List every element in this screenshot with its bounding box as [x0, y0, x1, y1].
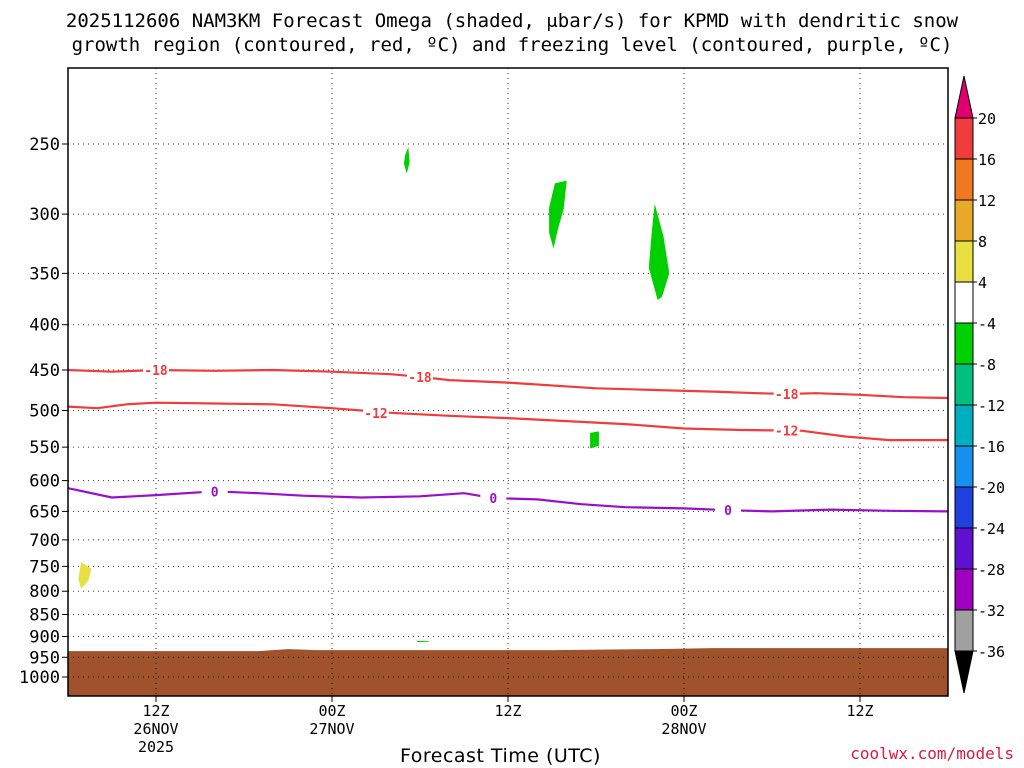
y-tick-label: 550 — [29, 438, 60, 458]
y-tick-label: 650 — [29, 502, 60, 522]
colorbar-swatch — [954, 117, 974, 160]
colorbar-label: -12 — [978, 397, 1005, 415]
x-tick-label: 12Z — [142, 702, 169, 720]
colorbar-swatch — [954, 527, 974, 570]
x-tick-date-label: 27NOV — [309, 720, 354, 738]
colorbar-label: -28 — [978, 561, 1005, 579]
x-axis-label: Forecast Time (UTC) — [400, 745, 601, 767]
y-tick-label: 400 — [29, 316, 60, 336]
colorbar-label: -36 — [978, 643, 1005, 661]
y-tick-label: 700 — [29, 531, 60, 551]
y-tick-label: 800 — [29, 582, 60, 602]
colorbar-label: -8 — [978, 356, 996, 374]
colorbar-swatch — [954, 445, 974, 488]
omega-shaded-area-green — [403, 147, 410, 174]
colorbar-swatch — [954, 240, 974, 283]
chart-title-line-1: 2025112606 NAM3KM Forecast Omega (shaded… — [65, 10, 959, 32]
x-tick-label: 00Z — [670, 702, 697, 720]
colorbar-swatch — [954, 568, 974, 611]
y-tick-label: 850 — [29, 606, 60, 626]
colorbar-label: 20 — [978, 110, 996, 128]
contour-label-0: 0 — [489, 492, 497, 507]
colorbar-label: -24 — [978, 520, 1005, 538]
colorbar-swatch — [954, 486, 974, 529]
x-tick-label: 12Z — [494, 702, 521, 720]
y-tick-label: 350 — [29, 264, 60, 284]
contour-label--18: -18 — [775, 388, 799, 403]
colorbar-swatch — [954, 281, 974, 324]
omega-shaded-area-green — [549, 180, 567, 249]
contour-label-bg — [143, 361, 169, 378]
contour-label--12: -12 — [775, 425, 798, 440]
y-tick-label: 750 — [29, 557, 60, 577]
y-tick-label: 250 — [29, 135, 60, 155]
colorbar-swatch — [954, 609, 974, 652]
omega-shaded-area-yellow — [78, 562, 92, 589]
contour-label-bg — [201, 483, 228, 500]
omega-shaded-area-green — [417, 640, 429, 642]
chart-title-line-2: growth region (contoured, red, ºC) and f… — [71, 34, 953, 56]
y-tick-label: 450 — [29, 361, 60, 381]
contour-label-bg — [715, 502, 741, 519]
contour-label--12: -12 — [364, 407, 387, 422]
colorbar-label: -32 — [978, 602, 1005, 620]
y-tick-label: 600 — [29, 472, 60, 492]
terrain-fill — [68, 648, 948, 696]
contour-line-dgz--12 — [67, 401, 948, 442]
contour-label-bg — [407, 368, 433, 385]
colorbar-label: 12 — [978, 192, 996, 210]
colorbar-swatch — [954, 404, 974, 447]
colorbar-swatch — [954, 158, 974, 201]
colorbar-swatch — [954, 199, 974, 242]
contour-label-0: 0 — [724, 504, 732, 519]
contour-line-freezing-0 — [67, 487, 949, 513]
omega-shaded-area-green — [648, 203, 670, 300]
colorbar-label: 4 — [978, 274, 987, 292]
colorbar-swatch — [954, 363, 974, 406]
y-tick-label: 950 — [29, 648, 60, 668]
colorbar-bottom-arrow — [954, 650, 974, 694]
colorbar-top-arrow — [954, 75, 974, 119]
colorbar-label: 8 — [978, 233, 987, 251]
colorbar-swatch — [954, 322, 974, 365]
x-tick-date-label: 28NOV — [661, 720, 706, 738]
x-tick-label: 00Z — [318, 702, 345, 720]
x-tick-date-label: 26NOV — [133, 720, 178, 738]
contour-line-dgz--18 — [67, 368, 949, 400]
x-tick-year-label: 2025 — [138, 738, 174, 756]
y-tick-label: 900 — [29, 627, 60, 647]
y-tick-label: 300 — [29, 205, 60, 225]
x-tick-label: 12Z — [846, 702, 873, 720]
contour-label--18: -18 — [408, 371, 432, 386]
contour-label-bg — [773, 386, 800, 403]
site-credit[interactable]: coolwx.com/models — [850, 744, 1014, 763]
colorbar-label: 16 — [978, 151, 996, 169]
contour-label--18: -18 — [144, 364, 168, 379]
contour-label-bg — [480, 490, 507, 507]
colorbar-label: -20 — [978, 479, 1005, 497]
contour-label-bg — [773, 422, 800, 439]
contour-label-0: 0 — [211, 485, 219, 500]
colorbar-label: -16 — [978, 438, 1005, 456]
y-tick-label: 1000 — [19, 668, 60, 688]
colorbar-label: -4 — [978, 315, 996, 333]
contour-label-bg — [363, 404, 389, 421]
y-tick-label: 500 — [29, 402, 60, 422]
omega-shaded-area-green — [590, 431, 599, 449]
